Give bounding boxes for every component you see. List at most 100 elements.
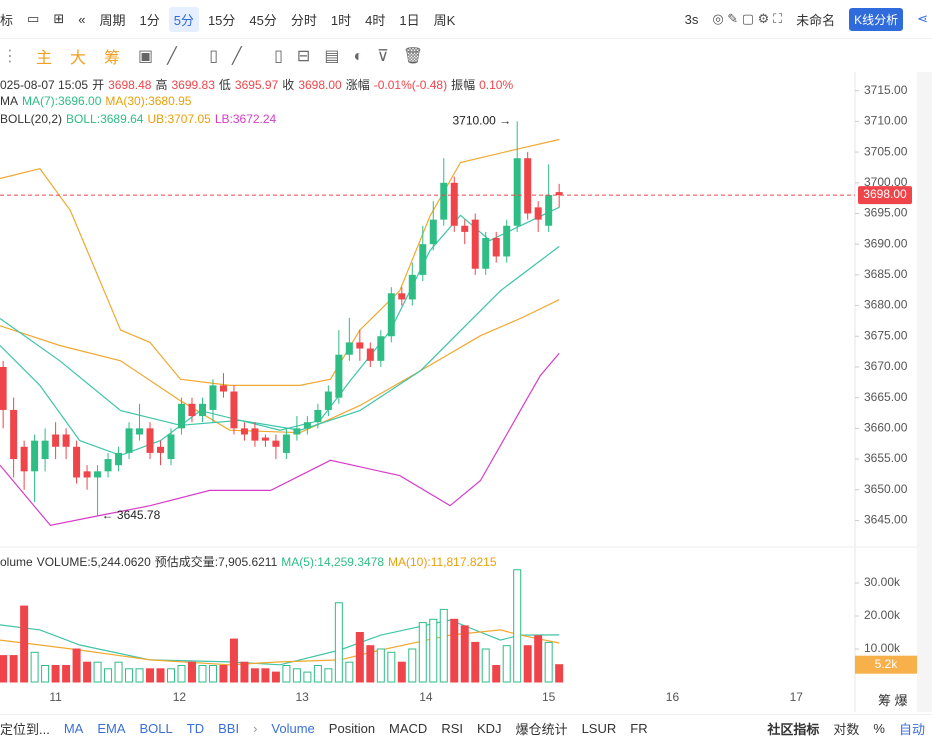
share-icon[interactable]: ⋖ [917, 11, 928, 26]
period[interactable]: 1分 [139, 12, 160, 28]
refresh[interactable]: 3s [684, 11, 699, 27]
datetime: 025-08-07 15:05 [0, 77, 89, 92]
indicator[interactable]: TD [186, 721, 205, 736]
analysis-button[interactable]: K线分析 [849, 7, 904, 31]
tool[interactable]: 主 [36, 50, 53, 67]
liquidation[interactable]: 爆 [894, 693, 908, 708]
volume-bar [51, 664, 60, 683]
volume-bar [460, 625, 469, 683]
volume-bar [502, 645, 511, 683]
label: olume [0, 554, 33, 569]
layout-name[interactable]: 未命名 [796, 12, 836, 28]
period[interactable]: 45分 [249, 12, 277, 28]
value: VOLUME:5,244.0620 [36, 554, 151, 569]
volume-bar [208, 664, 217, 683]
value: MA(10):11,817.8215 [388, 554, 497, 569]
icon[interactable]: « [78, 11, 86, 27]
last-price-label: 3698.00 [863, 187, 907, 201]
volume-bar [481, 648, 490, 683]
period[interactable]: 4时 [365, 12, 386, 28]
locate[interactable]: 定位到... [0, 722, 50, 737]
period-menu[interactable]: 周期 [99, 12, 126, 28]
period[interactable]: 分时 [290, 12, 317, 28]
volume-bar [313, 664, 322, 683]
side-buttons: 筹 爆 [878, 690, 908, 709]
indicator[interactable]: LSUR [581, 721, 617, 736]
label: 收 [282, 78, 295, 92]
candle-body [503, 225, 511, 257]
y-tick-label: 30.00k [864, 575, 901, 589]
candle-body [387, 293, 395, 337]
y-tick-label: 3710.00 [864, 114, 908, 128]
volume-bar [187, 661, 196, 683]
indicator[interactable]: BOLL [139, 721, 173, 736]
volume-bar [492, 664, 501, 683]
volume-bar [439, 608, 448, 683]
candle-body [198, 403, 206, 417]
indicator-line [0, 138, 560, 386]
candle-body [293, 428, 301, 435]
candle-body [450, 182, 458, 226]
value: -0.01%(-0.48) [373, 77, 448, 92]
candle-body [219, 385, 227, 392]
indicator[interactable]: FR [630, 721, 648, 736]
tool[interactable]: 大 [70, 50, 87, 67]
percent-toggle[interactable]: % [873, 721, 885, 736]
volume-info: olume VOLUME:5,244.0620 预估成交量:7,905.6211… [0, 553, 501, 570]
log-toggle[interactable]: 对数 [833, 722, 860, 737]
volume-bar [397, 661, 406, 683]
candle-body [513, 158, 521, 226]
volume-bar [177, 664, 186, 683]
label: 高 [155, 78, 168, 92]
auto-toggle[interactable]: 自动 [898, 722, 925, 737]
indicator[interactable]: KDJ [477, 721, 502, 736]
indicator[interactable]: MACD [389, 721, 428, 736]
community[interactable]: 社区指标 [767, 722, 820, 737]
volume-bar [135, 668, 144, 683]
candle-body [303, 422, 311, 429]
boll-info: BOLL(20,2) BOLL:3689.64 UB:3707.05 LB:36… [0, 112, 280, 126]
volume-bar [261, 668, 270, 683]
extreme-annotation: ← 3645.78 [102, 508, 161, 522]
value: 3695.97 [234, 77, 279, 92]
icon[interactable]: ⊞ [53, 11, 65, 26]
candle-body [10, 409, 18, 460]
period[interactable]: 1时 [330, 12, 352, 28]
indicator[interactable]: Volume [271, 721, 315, 736]
volume-bar [240, 661, 249, 683]
candle-body [20, 446, 28, 472]
icons[interactable]: ▣╱ ▯╱ ▯⊟▤◐⊽🗑 [138, 48, 438, 65]
tool[interactable]: 筹 [104, 50, 121, 67]
indicator[interactable]: EMA [97, 721, 126, 736]
chips[interactable]: 筹 [878, 693, 892, 708]
y-tick-label: 3645.00 [864, 513, 908, 527]
indicator[interactable]: Position [328, 721, 376, 736]
period[interactable]: 15分 [207, 12, 236, 28]
period[interactable]: 周K [433, 12, 456, 28]
candle-body [440, 182, 448, 220]
candle-body [366, 348, 374, 361]
volume-bar [114, 661, 123, 683]
y-tick-label: 3665.00 [864, 390, 908, 404]
indicator[interactable]: MA [63, 721, 84, 736]
last-price-box [858, 186, 912, 205]
value: MA(30):3680.95 [105, 94, 192, 108]
icon[interactable]: ▭ [27, 11, 40, 26]
period[interactable]: 1日 [399, 12, 420, 28]
volume-bar [30, 651, 39, 683]
value: 0.10% [479, 77, 514, 92]
volume-bar [408, 648, 417, 683]
candle-body [408, 274, 416, 300]
indicator[interactable]: BBI [218, 721, 240, 736]
icon[interactable]: ◎ ✎ ▢ ⚙ ⛶ [712, 11, 783, 26]
y-tick-label: 3660.00 [864, 421, 908, 435]
indicator[interactable]: 爆仓统计 [515, 722, 568, 737]
candle-body [157, 446, 165, 453]
volume-bar [334, 602, 343, 683]
period-selected[interactable]: 5分 [168, 6, 199, 32]
indicator-menu[interactable]: 标 [0, 12, 14, 28]
icon[interactable]: ⋮ [2, 48, 18, 65]
volume-bar [555, 664, 564, 683]
indicator[interactable]: RSI [441, 721, 463, 736]
